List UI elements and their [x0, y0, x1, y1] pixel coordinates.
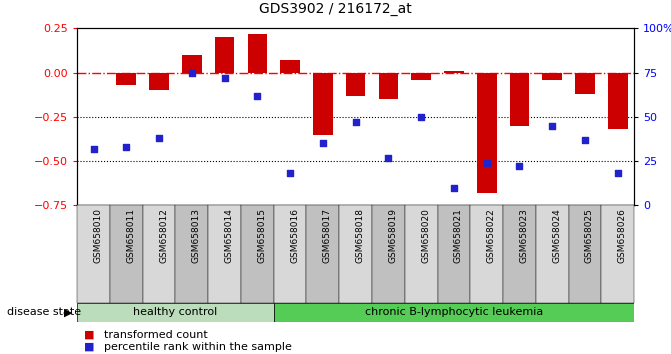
Text: ■: ■ — [84, 342, 95, 352]
Bar — [503, 205, 536, 303]
Point — [547, 123, 558, 129]
Point — [252, 93, 263, 98]
Bar — [608, 73, 627, 129]
Bar — [77, 205, 110, 303]
Point — [613, 171, 623, 176]
Bar — [378, 73, 398, 99]
Point — [219, 75, 230, 81]
Bar — [77, 303, 274, 322]
Text: GSM658017: GSM658017 — [323, 208, 332, 263]
Text: transformed count: transformed count — [104, 330, 208, 339]
Text: chronic B-lymphocytic leukemia: chronic B-lymphocytic leukemia — [365, 307, 543, 318]
Text: GSM658013: GSM658013 — [192, 208, 201, 263]
Text: healthy control: healthy control — [134, 307, 217, 318]
Text: disease state: disease state — [7, 307, 81, 318]
Text: percentile rank within the sample: percentile rank within the sample — [104, 342, 292, 352]
Point — [481, 160, 492, 166]
Bar — [568, 205, 601, 303]
Text: GSM658026: GSM658026 — [618, 208, 627, 263]
Point — [121, 144, 132, 150]
Bar — [182, 55, 202, 73]
Text: GSM658021: GSM658021 — [454, 208, 463, 263]
Bar — [241, 205, 274, 303]
Text: GSM658019: GSM658019 — [389, 208, 397, 263]
Bar — [280, 60, 300, 73]
Point — [448, 185, 459, 190]
Text: GDS3902 / 216172_at: GDS3902 / 216172_at — [259, 2, 412, 16]
Text: GSM658014: GSM658014 — [225, 208, 234, 263]
Bar — [313, 73, 333, 135]
Bar — [372, 205, 405, 303]
Text: GSM658015: GSM658015 — [258, 208, 266, 263]
Point — [350, 119, 361, 125]
Bar — [307, 205, 340, 303]
Bar — [215, 37, 234, 73]
Text: GSM658011: GSM658011 — [126, 208, 136, 263]
Text: GSM658023: GSM658023 — [519, 208, 529, 263]
Point — [285, 171, 295, 176]
Text: GSM658010: GSM658010 — [93, 208, 103, 263]
Point — [317, 141, 328, 146]
Bar — [601, 205, 634, 303]
Bar — [143, 205, 175, 303]
Bar — [175, 205, 208, 303]
Bar — [117, 73, 136, 85]
Bar — [149, 73, 169, 90]
Bar — [248, 34, 267, 73]
Bar — [542, 73, 562, 80]
Point — [383, 155, 394, 160]
Point — [416, 114, 427, 120]
Bar — [274, 303, 634, 322]
Bar — [477, 73, 497, 193]
Point — [154, 135, 164, 141]
Text: GSM658020: GSM658020 — [421, 208, 430, 263]
Bar — [470, 205, 503, 303]
Point — [187, 70, 197, 75]
Point — [514, 164, 525, 169]
Point — [88, 146, 99, 152]
Text: GSM658016: GSM658016 — [290, 208, 299, 263]
Bar — [411, 73, 431, 80]
Bar — [444, 71, 464, 73]
Text: ■: ■ — [84, 330, 95, 339]
Bar — [575, 73, 595, 94]
Bar — [437, 205, 470, 303]
Bar — [110, 205, 143, 303]
Bar — [208, 205, 241, 303]
Bar — [405, 205, 437, 303]
Text: GSM658022: GSM658022 — [486, 208, 496, 263]
Text: ▶: ▶ — [64, 307, 73, 318]
Point — [580, 137, 590, 143]
Text: GSM658025: GSM658025 — [585, 208, 594, 263]
Text: GSM658012: GSM658012 — [159, 208, 168, 263]
Bar — [346, 73, 366, 96]
Bar — [274, 205, 307, 303]
Bar — [509, 73, 529, 126]
Text: GSM658024: GSM658024 — [552, 208, 561, 263]
Bar — [536, 205, 568, 303]
Bar — [340, 205, 372, 303]
Text: GSM658018: GSM658018 — [356, 208, 364, 263]
